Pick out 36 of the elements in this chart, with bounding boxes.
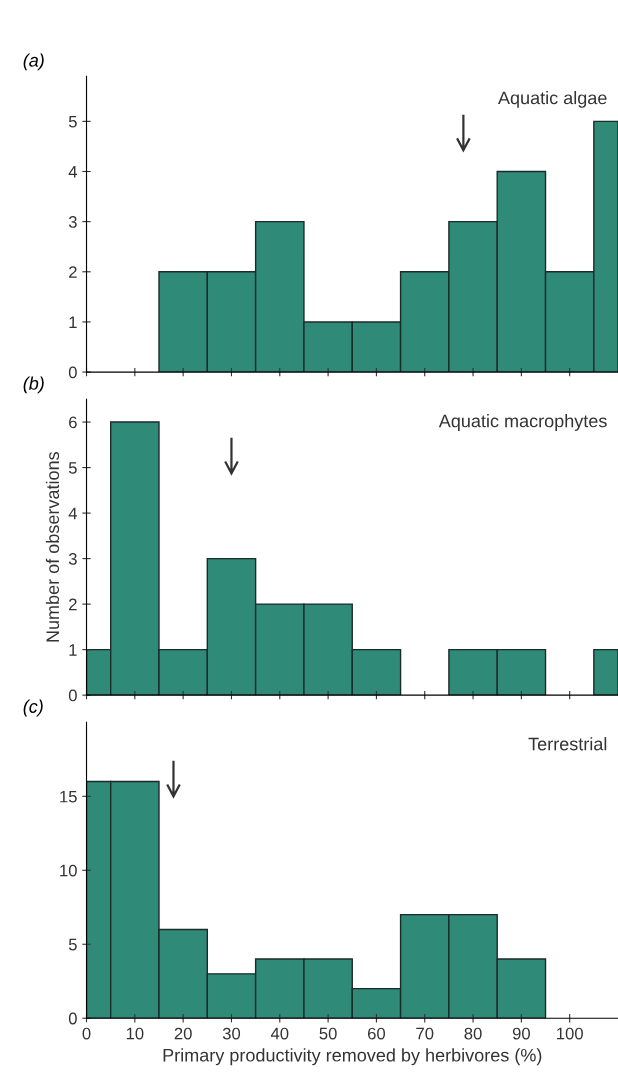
y-tick-label: 0 [68, 366, 77, 379]
text: Aquatic macrophytes [438, 414, 607, 431]
y-tick-label: 1 [69, 644, 77, 656]
y-tick-label: 0 [68, 689, 77, 702]
y-tick-label: 6 [69, 416, 77, 429]
y-tick-label: 2 [69, 598, 77, 611]
y-tick-label: 4 [68, 507, 78, 520]
x-tick-label: 30 [222, 1027, 241, 1040]
x-tick-label: 50 [319, 1027, 337, 1040]
x-tick-label: 70 [416, 1027, 434, 1040]
text: Terrestrial [528, 737, 607, 751]
y-tick-label: 5 [68, 938, 77, 951]
y-tick-label: 3 [68, 216, 77, 228]
y-tick-label: 0 [68, 1012, 77, 1025]
y-tick-label: 5 [68, 462, 77, 474]
y-tick-label: 1 [69, 316, 77, 328]
y-tick-label: 4 [68, 166, 78, 178]
x-tick-label: 100 [557, 1027, 583, 1040]
y-tick-label: 3 [68, 553, 77, 565]
x-tick-label: 90 [512, 1027, 530, 1040]
y-tick-label: 15 [60, 790, 77, 803]
x-axis-title: Primary productivity removed by herbivores (%) [163, 1048, 542, 1066]
x-tick-label: 20 [174, 1027, 192, 1040]
x-tick-label: 40 [270, 1027, 289, 1040]
chart-title: (a) [23, 53, 44, 71]
chart-title: (b) [23, 376, 44, 394]
y-tick-label: 10 [60, 864, 77, 877]
x-tick-label: 10 [126, 1027, 144, 1040]
y-tick-label: 5 [68, 115, 77, 128]
y-axis-title: Number of observations [45, 452, 60, 642]
y-tick-label: 2 [69, 266, 77, 278]
x-tick-label: 60 [368, 1027, 386, 1040]
text: Aquatic algae [498, 91, 607, 108]
chart-title: (c) [23, 699, 43, 717]
x-tick-label: 0 [82, 1027, 91, 1040]
x-tick-label: 80 [464, 1027, 482, 1040]
